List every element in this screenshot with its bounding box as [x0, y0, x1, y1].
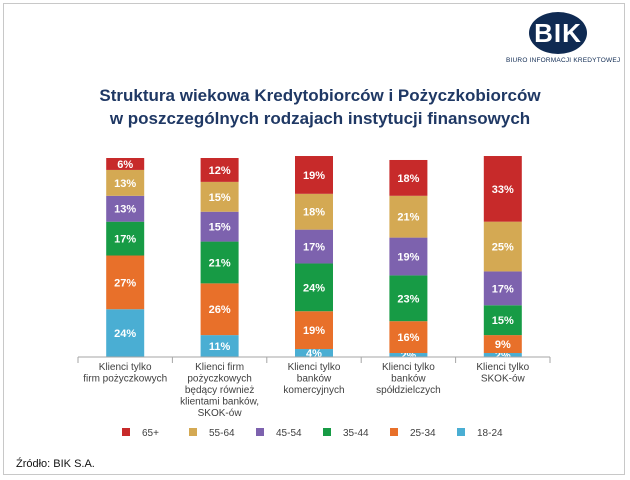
- bar-segment-65+: [295, 156, 333, 194]
- bar-segment-35-44: [389, 275, 428, 322]
- bar-segment-45-54: [106, 195, 145, 222]
- data-label: 17%: [114, 234, 136, 246]
- legend-label: 55-64: [209, 428, 235, 439]
- data-label: 13%: [114, 204, 136, 216]
- legend-label: 45-54: [276, 428, 302, 439]
- bar-segment-65+: [389, 159, 428, 196]
- data-label: 13%: [114, 178, 136, 190]
- bik-logo: BIK BIURO INFORMACJI KREDYTOWEJ: [506, 12, 621, 64]
- bar-segment-65+: [106, 158, 145, 170]
- chart-title: Struktura wiekowa Kredytobiorców i Pożyc…: [60, 84, 580, 130]
- logo-badge: BIK: [529, 12, 587, 54]
- data-label: 33%: [492, 184, 514, 196]
- data-label: 26%: [209, 304, 231, 316]
- data-label: 6%: [117, 159, 133, 171]
- data-label: 19%: [303, 325, 325, 337]
- bar-segment-55-64: [106, 169, 145, 196]
- data-label: 23%: [397, 293, 419, 305]
- bar-segment-55-64: [200, 181, 239, 212]
- bar-segment-55-64: [295, 193, 333, 230]
- legend-swatch-18-24: [457, 428, 465, 436]
- bar-segment-35-44: [295, 263, 333, 312]
- legend-swatch-25-34: [390, 428, 398, 436]
- logo-subtitle: BIURO INFORMACJI KREDYTOWEJ: [506, 57, 621, 64]
- bar-segment-55-64: [389, 195, 428, 238]
- data-label: 25%: [492, 242, 514, 254]
- category-label: Klienci tylko firm pożyczkowych: [83, 362, 167, 385]
- data-label: 24%: [114, 328, 136, 340]
- bar-segment-35-44: [483, 305, 522, 336]
- category-label: Klienci tylko SKOK-ów: [476, 362, 529, 385]
- bar-segment-55-64: [483, 221, 522, 272]
- bar-segment-45-54: [295, 229, 333, 264]
- bar-segment-35-44: [106, 221, 145, 256]
- bar-segment-25-34: [389, 321, 428, 354]
- legend-swatch-35-44: [323, 428, 331, 436]
- data-label: 17%: [492, 283, 514, 295]
- bar-segment-45-54: [389, 237, 428, 276]
- data-label: 15%: [209, 192, 231, 204]
- data-label: 16%: [397, 332, 419, 344]
- bar-segment-18-24: [106, 309, 145, 357]
- data-label: 15%: [492, 315, 514, 327]
- data-label: 17%: [303, 242, 325, 254]
- bar-segment-18-24: [483, 353, 522, 357]
- data-label: 21%: [397, 212, 419, 224]
- legend-label: 18-24: [477, 428, 503, 439]
- data-label: 4%: [306, 348, 322, 360]
- data-label: 11%: [209, 341, 231, 353]
- legend-swatch-45-54: [256, 428, 264, 436]
- category-label: Klienci firm pożyczkowych będący również kl…: [180, 362, 259, 419]
- bar-segment-65+: [200, 158, 239, 182]
- legend-swatch-65+: [122, 428, 130, 436]
- bar-segment-35-44: [200, 241, 239, 284]
- data-label: 18%: [397, 173, 419, 185]
- chart-title-line-1: Struktura wiekowa Kredytobiorców i Pożyc…: [99, 86, 541, 105]
- bar-segment-45-54: [200, 211, 239, 242]
- data-label: 15%: [209, 222, 231, 234]
- slide-frame: [3, 3, 625, 475]
- bar-segment-18-24: [295, 349, 333, 357]
- legend-label: 65+: [142, 428, 159, 439]
- data-label: 19%: [303, 170, 325, 182]
- source-note: Źródło: BIK S.A.: [16, 458, 95, 470]
- bar-segment-25-34: [200, 283, 239, 336]
- data-label: 24%: [303, 282, 325, 294]
- data-label: 12%: [209, 165, 231, 177]
- category-label: Klienci tylko banków spółdzielczych: [376, 362, 440, 396]
- data-label: 27%: [114, 277, 136, 289]
- bar-segment-65+: [483, 156, 522, 222]
- data-label: 21%: [209, 257, 231, 269]
- bar-segment-25-34: [295, 311, 333, 350]
- category-label: Klienci tylko banków komercyjnych: [283, 362, 344, 396]
- bar-segment-45-54: [483, 271, 522, 306]
- bar-segment-25-34: [106, 255, 145, 310]
- chart-title-line-2: w poszczególnych rodzajach instytucji fi…: [109, 109, 531, 128]
- legend-swatch-55-64: [189, 428, 197, 436]
- data-label: 19%: [397, 252, 419, 264]
- data-label: 9%: [495, 339, 511, 351]
- legend-label: 25-34: [410, 428, 436, 439]
- bar-segment-18-24: [389, 353, 428, 357]
- legend-label: 35-44: [343, 428, 369, 439]
- data-label: 18%: [303, 207, 325, 219]
- bar-segment-18-24: [200, 335, 239, 357]
- bar-segment-25-34: [483, 335, 522, 354]
